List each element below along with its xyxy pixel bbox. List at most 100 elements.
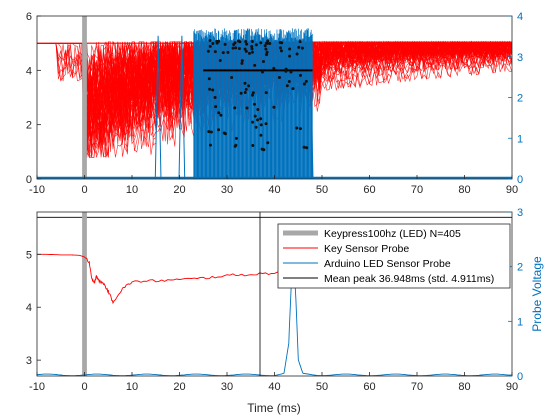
- peak-point: [297, 45, 301, 49]
- x-tick-label: 10: [126, 381, 138, 393]
- peak-point: [250, 40, 254, 44]
- x-tick-label: 60: [363, 381, 375, 393]
- peak-point: [234, 136, 238, 140]
- x-tick-label: 0: [81, 184, 87, 196]
- x-tick-label: 70: [411, 184, 423, 196]
- peak-point: [208, 87, 212, 91]
- x-axis-label: Time (ms): [247, 401, 301, 415]
- peak-point: [264, 41, 268, 45]
- peak-point: [259, 133, 263, 137]
- x-tick-label: -10: [29, 381, 45, 393]
- peak-point: [298, 127, 302, 131]
- y-right-tick-label: 3: [517, 52, 523, 64]
- y-left-tick-label: 4: [26, 302, 32, 314]
- legend-label: Keypress100hz (LED) N=405: [324, 228, 461, 240]
- peak-point: [211, 42, 215, 46]
- peak-point: [256, 118, 260, 122]
- peak-point: [263, 44, 267, 48]
- peak-point: [265, 50, 269, 54]
- peak-point: [295, 126, 299, 130]
- peak-point: [245, 106, 249, 110]
- peak-point: [254, 125, 258, 129]
- peak-point: [304, 79, 308, 83]
- y-right-tick-label: 1: [517, 133, 523, 145]
- x-tick-label: 30: [221, 184, 233, 196]
- peak-point: [223, 132, 227, 136]
- peak-point: [251, 144, 255, 148]
- y-left-tick-label: 3: [26, 355, 32, 367]
- x-tick-label: 10: [126, 184, 138, 196]
- peak-point: [298, 40, 302, 44]
- peak-point: [211, 88, 215, 92]
- peak-point: [278, 46, 282, 50]
- peak-point: [247, 84, 251, 88]
- peak-point: [291, 87, 295, 91]
- peak-point: [302, 82, 306, 86]
- peak-point: [259, 117, 263, 121]
- peak-point: [254, 43, 258, 47]
- peak-point: [300, 46, 304, 50]
- peak-point: [266, 39, 270, 43]
- x-tick-label: 90: [506, 184, 518, 196]
- peak-point: [259, 41, 263, 45]
- peak-point: [231, 46, 235, 50]
- peak-point: [244, 49, 248, 53]
- x-tick-label: 70: [411, 381, 423, 393]
- peak-point: [251, 120, 255, 124]
- peak-point: [230, 75, 234, 79]
- peak-point: [243, 91, 247, 95]
- peak-point: [208, 143, 212, 147]
- peak-point: [250, 93, 254, 97]
- led-spike: [306, 35, 314, 179]
- peak-point: [251, 91, 255, 95]
- peak-point: [305, 146, 309, 150]
- y-left-tick-label: 6: [26, 11, 32, 23]
- x-tick-label: 20: [173, 184, 185, 196]
- peak-point: [264, 122, 268, 126]
- peak-point: [237, 47, 241, 51]
- keypress-marker: [82, 16, 87, 179]
- peak-point: [288, 47, 292, 51]
- peak-point: [259, 123, 263, 127]
- legend-label: Key Sensor Probe: [324, 243, 409, 255]
- peak-point: [213, 96, 217, 100]
- peak-point: [243, 81, 247, 85]
- y-right-tick-label: 2: [517, 262, 523, 274]
- x-tick-label: 40: [268, 184, 280, 196]
- y-right-tick-label: 0: [517, 371, 523, 383]
- peak-point: [240, 59, 244, 63]
- peak-point: [218, 58, 222, 62]
- right-y-axis-label: Probe Voltage: [530, 256, 544, 332]
- peak-point: [287, 80, 291, 84]
- y-right-tick-label: 4: [517, 11, 523, 23]
- y-left-tick-label: 0: [26, 174, 32, 186]
- peak-point: [268, 42, 272, 46]
- peak-point: [236, 39, 240, 43]
- peak-point: [284, 69, 288, 73]
- peak-point: [250, 47, 254, 51]
- led-spike: [154, 35, 162, 179]
- peak-point: [260, 70, 264, 74]
- peak-point: [272, 66, 276, 70]
- peak-point: [233, 106, 237, 110]
- x-tick-label: 60: [363, 184, 375, 196]
- peak-point: [250, 50, 254, 54]
- peak-point: [240, 61, 244, 65]
- x-tick-label: 20: [173, 381, 185, 393]
- peak-point: [208, 44, 212, 48]
- x-tick-label: 50: [316, 184, 328, 196]
- peak-point: [285, 84, 289, 88]
- peak-point: [264, 47, 268, 51]
- y-right-tick-label: 2: [517, 93, 523, 105]
- peak-point: [272, 105, 276, 109]
- x-tick-label: 80: [458, 381, 470, 393]
- x-tick-label: 50: [316, 381, 328, 393]
- peak-point: [256, 108, 260, 112]
- y-right-tick-label: 3: [517, 207, 523, 219]
- peak-point: [221, 51, 225, 55]
- y-right-tick-label: 1: [517, 316, 523, 328]
